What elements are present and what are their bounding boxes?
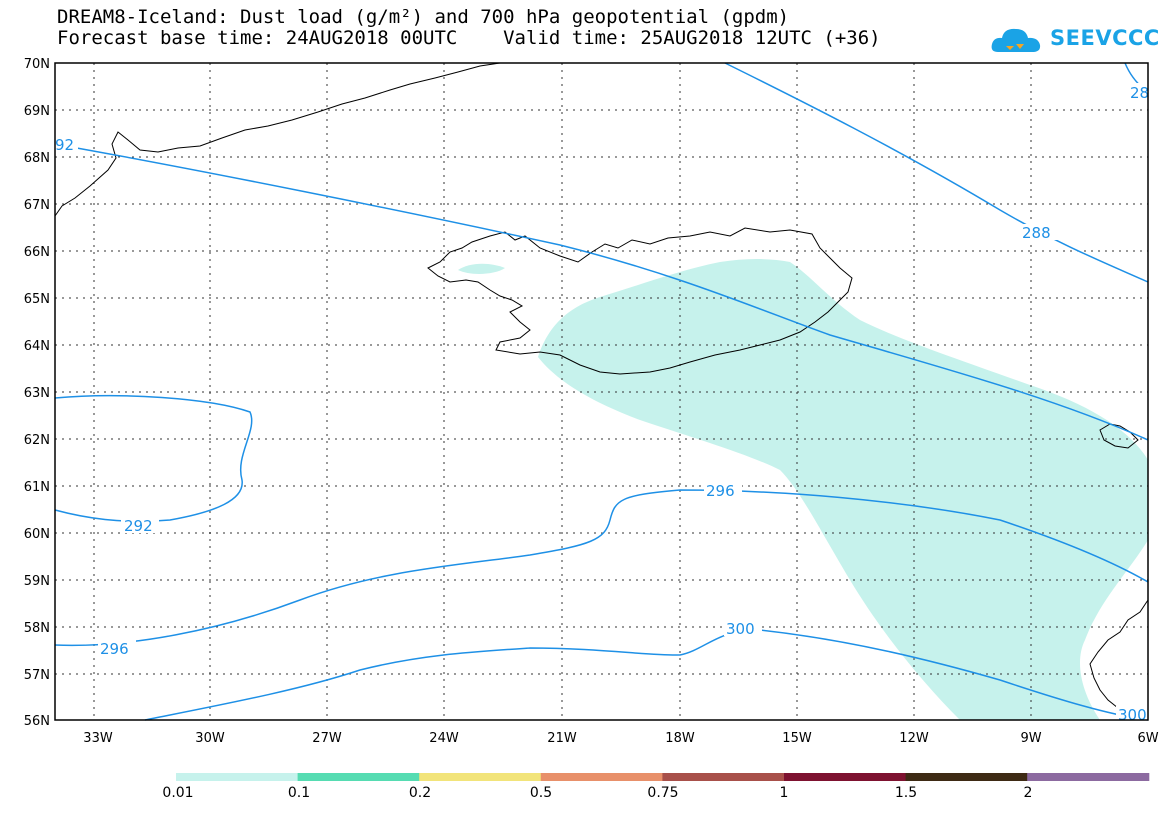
lat-label: 62N bbox=[24, 433, 50, 448]
lat-label: 68N bbox=[24, 151, 50, 166]
logo-text: SEEVCCC bbox=[1050, 26, 1160, 50]
map-frame bbox=[54, 62, 1149, 721]
colorbar-label: 0.5 bbox=[529, 785, 553, 801]
lat-label: 70N bbox=[24, 57, 50, 72]
lat-label: 69N bbox=[24, 104, 50, 119]
lat-label: 67N bbox=[24, 198, 50, 213]
seevccc-logo-cloud-icon bbox=[991, 28, 1041, 52]
colorbar bbox=[176, 773, 1150, 781]
lon-label: 12W bbox=[899, 731, 929, 746]
colorbar-segment bbox=[662, 773, 785, 781]
contour-292-north bbox=[59, 144, 1149, 441]
colorbar-segment bbox=[419, 773, 542, 781]
lat-label: 56N bbox=[24, 714, 50, 729]
lon-label: 30W bbox=[195, 731, 225, 746]
colorbar-label: 0.2 bbox=[408, 785, 432, 801]
colorbar-label: 2 bbox=[1023, 785, 1033, 801]
lon-label: 21W bbox=[547, 731, 577, 746]
lat-label: 63N bbox=[24, 386, 50, 401]
lon-label: 27W bbox=[312, 731, 342, 746]
chart-title-line2: Forecast base time: 24AUG2018 00UTC Vali… bbox=[57, 27, 881, 49]
contour-292-southwest bbox=[54, 394, 253, 522]
colorbar-segment bbox=[905, 773, 1028, 781]
contour-296 bbox=[54, 489, 1149, 647]
contour-300 bbox=[144, 629, 1149, 721]
colorbar-label: 1 bbox=[779, 785, 789, 801]
lat-label: 64N bbox=[24, 339, 50, 354]
lat-label: 58N bbox=[24, 621, 50, 636]
colorbar-segment bbox=[176, 773, 299, 781]
colorbar-segment bbox=[540, 773, 663, 781]
colorbar-label: 1.5 bbox=[894, 785, 918, 801]
colorbar-segment bbox=[297, 773, 420, 781]
lon-label: 9W bbox=[1020, 731, 1041, 746]
contour-label-292-nw: 92 bbox=[55, 136, 74, 154]
lon-label: 6W bbox=[1137, 731, 1158, 746]
lat-label: 66N bbox=[24, 245, 50, 260]
lat-label: 60N bbox=[24, 527, 50, 542]
colorbar-label: 0.01 bbox=[162, 785, 194, 801]
iceland-coastline bbox=[427, 227, 853, 375]
contour-label-300-se: 300 bbox=[1118, 706, 1147, 724]
lon-label: 18W bbox=[665, 731, 695, 746]
grid-lines bbox=[55, 63, 1148, 720]
contour-label-288: 288 bbox=[1022, 224, 1051, 242]
contour-label-292-sw: 292 bbox=[124, 517, 153, 535]
lat-label: 59N bbox=[24, 574, 50, 589]
dust-load-area bbox=[538, 259, 1148, 720]
longitude-labels: 33W 30W 27W 24W 21W 18W 15W 12W 9W 6W bbox=[83, 731, 1158, 746]
colorbar-segment bbox=[784, 773, 907, 781]
dust-load-area-small bbox=[458, 263, 505, 274]
contour-label-300-mid: 300 bbox=[726, 620, 755, 638]
colorbar-segment bbox=[1027, 773, 1150, 781]
contour-label-296-mid: 296 bbox=[706, 482, 735, 500]
contour-288 bbox=[724, 62, 1149, 283]
lon-label: 33W bbox=[83, 731, 113, 746]
lat-label: 61N bbox=[24, 480, 50, 495]
lon-label: 15W bbox=[782, 731, 812, 746]
colorbar-label: 0.1 bbox=[287, 785, 311, 801]
greenland-coastline bbox=[54, 62, 501, 217]
lat-label: 65N bbox=[24, 292, 50, 307]
chart-title-line1: DREAM8-Iceland: Dust load (g/m²) and 700… bbox=[57, 6, 790, 28]
lon-label: 24W bbox=[429, 731, 459, 746]
contour-label-288-ne: 28 bbox=[1130, 84, 1149, 102]
lat-label: 57N bbox=[24, 668, 50, 683]
latitude-labels: 70N 69N 68N 67N 66N 65N 64N 63N 62N 61N … bbox=[24, 57, 50, 729]
scotland-coastline bbox=[1089, 599, 1149, 717]
contour-label-296-west: 296 bbox=[100, 640, 129, 658]
colorbar-label: 0.75 bbox=[647, 785, 679, 801]
